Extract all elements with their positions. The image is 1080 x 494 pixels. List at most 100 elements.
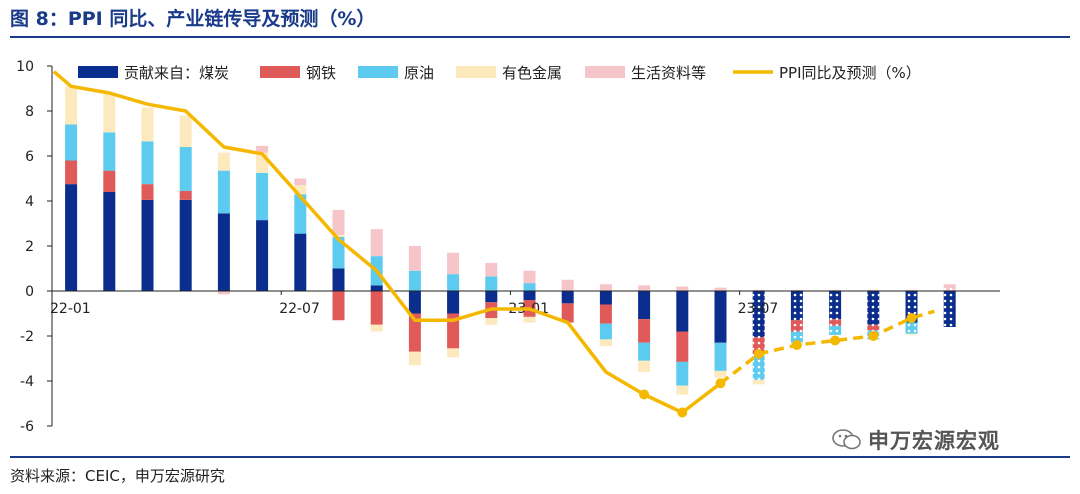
bar-metal (141, 107, 154, 142)
bar-metal (523, 316, 536, 323)
y-tick-label: 4 (25, 194, 34, 210)
bar-oil (485, 276, 498, 291)
legend-label-oil: 原油 (404, 64, 434, 82)
bar-steel (370, 291, 383, 325)
bar-steel (561, 303, 574, 323)
bar-coal (217, 213, 230, 291)
bar-oil (638, 342, 651, 361)
ppi-marker (715, 378, 726, 389)
y-tick-label: -2 (20, 329, 34, 345)
bar-coal (256, 220, 269, 291)
bar-oil (714, 342, 727, 371)
bar-coal (408, 291, 421, 314)
bar-forecast-dots (829, 319, 842, 326)
x-tick-label: 23-07 (738, 301, 779, 317)
bar-coal (638, 291, 651, 320)
legend-label-coal: 贡献来自：煤炭 (124, 64, 229, 82)
ppi-marker (639, 389, 650, 400)
bar-oil (103, 132, 116, 171)
bar-metal (638, 360, 651, 372)
y-tick-label: 8 (25, 104, 34, 120)
bar-oil (294, 194, 307, 234)
bar-oil (332, 237, 345, 269)
bar-oil (217, 170, 230, 214)
bar-coal (294, 233, 307, 291)
bar-steel (65, 160, 78, 185)
bar-oil (256, 172, 269, 221)
bar-metal (103, 94, 116, 133)
bar-metal (179, 115, 192, 147)
bar-metal (485, 318, 498, 325)
bar-oil (447, 274, 460, 291)
legend-label-living: 生活资料等 (631, 64, 706, 82)
ppi-line-actual (52, 70, 722, 415)
bar-steel (103, 170, 116, 192)
bar-forecast-dots (867, 324, 880, 331)
bar-coal (523, 291, 536, 300)
ppi-marker (906, 313, 917, 323)
bar-oil (676, 361, 689, 386)
bars (65, 86, 956, 395)
bar-forecast-dots (829, 291, 842, 320)
bar-living (332, 210, 345, 235)
legend: 贡献来自：煤炭 钢铁 原油 有色金属 生活资料等 PPI同比及预测（%） (78, 64, 921, 82)
bar-coal (485, 291, 498, 303)
bar-steel (638, 319, 651, 343)
bar-metal (217, 152, 230, 171)
bar-forecast-dots (790, 320, 803, 332)
bar-coal (447, 291, 460, 314)
bar-forecast-dots (829, 289, 842, 291)
ppi-marker (868, 331, 879, 341)
bar-forecast-dots (752, 355, 765, 380)
bar-forecast-dots (829, 325, 842, 335)
bar-coal (65, 184, 78, 291)
ppi-marker (791, 340, 802, 350)
bar-forecast-dots (790, 331, 803, 343)
wechat-icon (832, 429, 861, 450)
bar-coal (103, 192, 116, 291)
bar-living (370, 229, 383, 257)
bar-living (638, 285, 651, 291)
bar-metal (676, 385, 689, 395)
bar-forecast-dots (905, 289, 918, 291)
legend-swatch-steel (260, 66, 300, 78)
bar-coal (370, 285, 383, 291)
watermark-text: 申万宏源宏观 (868, 429, 1000, 453)
bar-metal (65, 86, 78, 125)
bar-forecast-dots (943, 291, 956, 327)
y-tick-label: 10 (16, 59, 34, 75)
bar-living (561, 279, 574, 291)
y-tick-label: 0 (25, 284, 34, 300)
legend-swatch-coal (78, 66, 118, 78)
bar-forecast-dots (752, 291, 765, 338)
ppi-marker (753, 349, 764, 359)
bar-metal (294, 185, 307, 195)
bar-living (256, 145, 269, 153)
figure-title: 图 8：PPI 同比、产业链传导及预测（%） (10, 8, 376, 30)
ppi-line-layer (52, 70, 935, 418)
bar-forecast-dots (752, 289, 765, 291)
bar-living (485, 262, 498, 277)
bar-steel (676, 331, 689, 362)
bar-steel (141, 184, 154, 200)
bar-forecast-dots (867, 289, 880, 291)
bar-forecast-dots (790, 291, 803, 321)
bar-living (676, 286, 689, 291)
bar-coal (141, 199, 154, 291)
bar-forecast-dots (790, 289, 803, 291)
bar-coal (179, 199, 192, 291)
bar-oil (141, 141, 154, 185)
bar-forecast-dots (752, 379, 765, 385)
bar-coal (676, 291, 689, 332)
bar-metal (332, 234, 345, 237)
bar-oil (179, 147, 192, 191)
bar-coal (599, 291, 612, 305)
bar-forecast-dots (943, 284, 956, 291)
watermark: 申万宏源宏观 (832, 426, 1000, 454)
x-tick-label: 22-01 (50, 301, 91, 317)
legend-swatch-metal (456, 66, 496, 78)
bar-metal (599, 339, 612, 347)
y-axis: 10 8 6 4 2 0 -2 -4 -6 (16, 59, 53, 435)
y-tick-label: 2 (25, 239, 34, 255)
bar-steel (179, 190, 192, 200)
